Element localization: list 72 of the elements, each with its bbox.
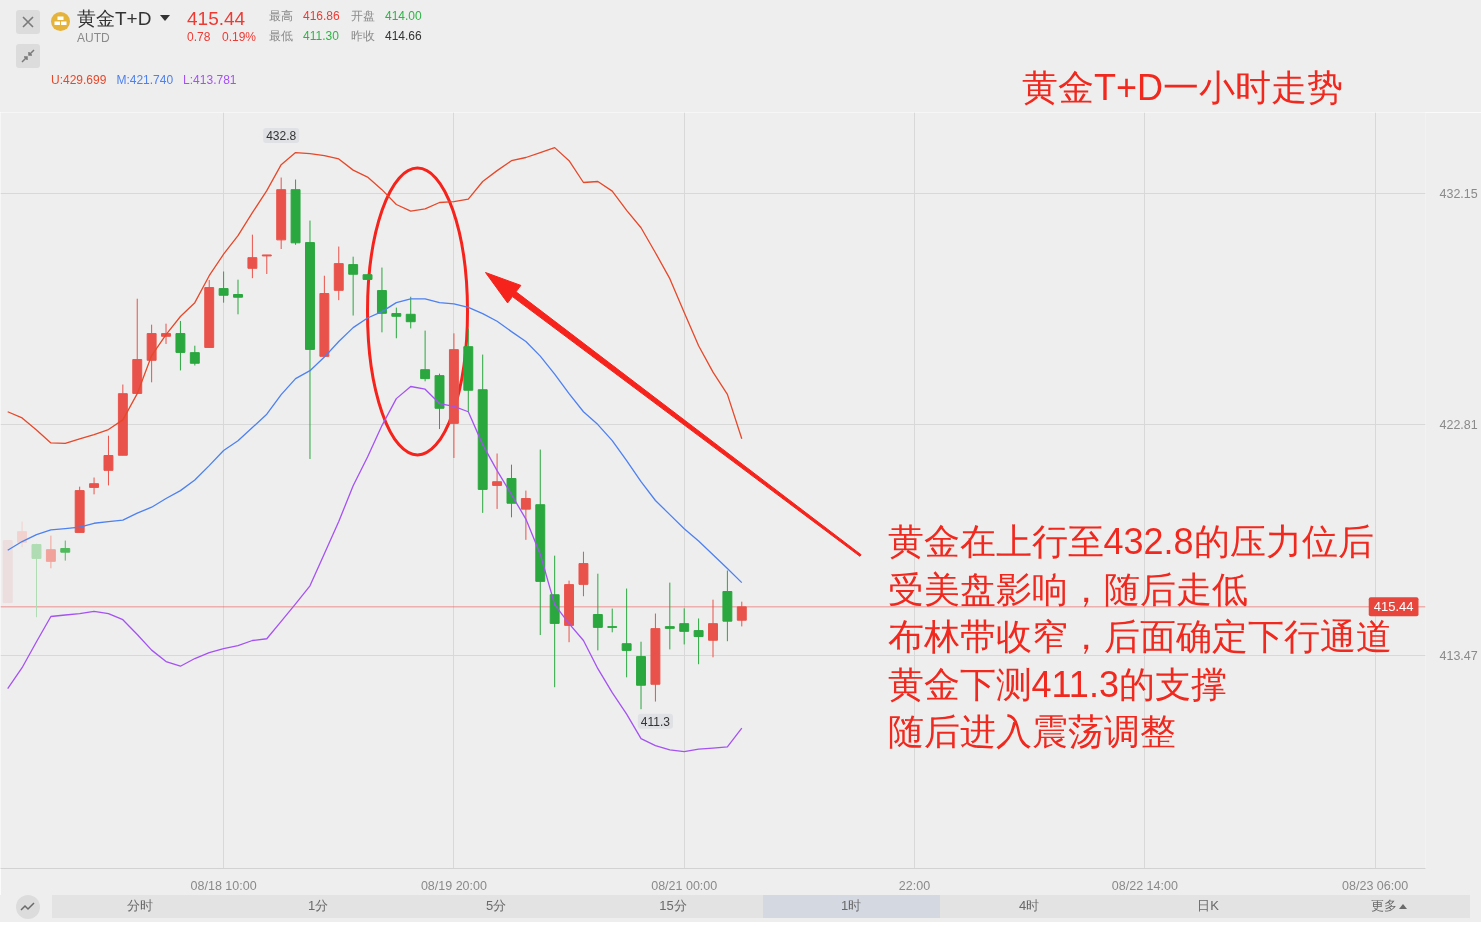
text: 更多 xyxy=(1370,898,1398,914)
candlestick xyxy=(679,607,690,645)
candlestick xyxy=(492,453,503,510)
x-tick-label: 08/21 00:00 xyxy=(651,878,718,893)
candlestick xyxy=(89,477,100,495)
annotation: 黄金在上行至432.8的压力位后 xyxy=(887,521,1374,562)
chart-title: 黄金T+D一小时走势 xyxy=(1022,67,1344,109)
text: 414.00 xyxy=(385,9,422,24)
text: 开盘 xyxy=(351,9,375,24)
candlestick xyxy=(175,320,186,371)
x-tick-label: 08/22 14:00 xyxy=(1111,878,1178,893)
annotation: 432.8 xyxy=(266,129,297,144)
candlestick xyxy=(348,256,359,317)
candlestick xyxy=(17,521,28,548)
candlestick xyxy=(103,435,114,486)
x-tick-label: 08/18 10:00 xyxy=(190,878,257,893)
annotation: 随后进入震荡调整 xyxy=(887,711,1176,752)
line-series xyxy=(7,146,743,445)
text: 411.30 xyxy=(303,29,339,44)
y-tick-label: 413.47 xyxy=(1439,649,1478,664)
text: 最低 xyxy=(269,29,293,44)
text: 日K xyxy=(1196,898,1220,914)
candlestick xyxy=(708,599,718,658)
candlestick xyxy=(261,254,272,275)
annotation: 受美盘影响，随后走低 xyxy=(887,568,1248,610)
candlestick xyxy=(520,490,531,541)
candlestick xyxy=(45,535,56,569)
text: 0.78 xyxy=(187,30,211,45)
text: 416.86 xyxy=(303,9,340,24)
text: AUTD xyxy=(77,31,110,46)
text: 1分 xyxy=(306,898,330,914)
x-tick-label: 22:00 xyxy=(898,878,931,893)
text: 昨收 xyxy=(351,29,375,44)
candlestick xyxy=(31,543,42,618)
candlestick xyxy=(693,617,704,665)
candlestick xyxy=(247,234,258,279)
text: 黄金T+D xyxy=(77,8,152,30)
candlestick xyxy=(664,582,675,650)
candlestick xyxy=(60,540,71,562)
x-tick-label: 08/23 06:00 xyxy=(1342,878,1409,893)
text: 分时 xyxy=(126,898,154,914)
text: 415.44 xyxy=(187,8,246,30)
candlestick xyxy=(218,271,229,304)
candlestick xyxy=(376,267,387,333)
candlestick xyxy=(420,330,431,382)
text: 4时 xyxy=(1017,898,1041,914)
candlestick xyxy=(578,551,589,597)
text: 最高 xyxy=(269,9,293,24)
text: 1时 xyxy=(839,898,863,914)
candlestick xyxy=(592,573,603,651)
text: U:429.699 xyxy=(51,73,107,87)
ref-line-label: 415.44 xyxy=(1373,599,1414,615)
text: M:421.740 xyxy=(116,73,174,87)
candlestick xyxy=(621,588,632,678)
text: 15分 xyxy=(658,898,688,914)
text: 5分 xyxy=(484,898,508,914)
text: L:413.781 xyxy=(183,73,237,87)
candlestick xyxy=(405,296,416,329)
line-series xyxy=(7,385,743,753)
candlestick xyxy=(189,345,200,366)
candlestick xyxy=(233,279,243,315)
candlestick xyxy=(391,307,402,339)
y-tick-label: 432.15 xyxy=(1439,187,1478,202)
y-tick-label: 422.81 xyxy=(1439,418,1478,433)
candlestick xyxy=(736,601,747,627)
annotation: 黄金下测411.3的支撑 xyxy=(887,663,1227,705)
x-tick-label: 08/19 20:00 xyxy=(420,878,487,893)
candlestick xyxy=(607,608,618,633)
annotation: 411.3 xyxy=(640,714,671,729)
annotation: 布林带收窄，后面确定下行通道 xyxy=(887,616,1392,657)
text: 0.19% xyxy=(222,30,257,45)
text: 414.66 xyxy=(385,29,422,44)
